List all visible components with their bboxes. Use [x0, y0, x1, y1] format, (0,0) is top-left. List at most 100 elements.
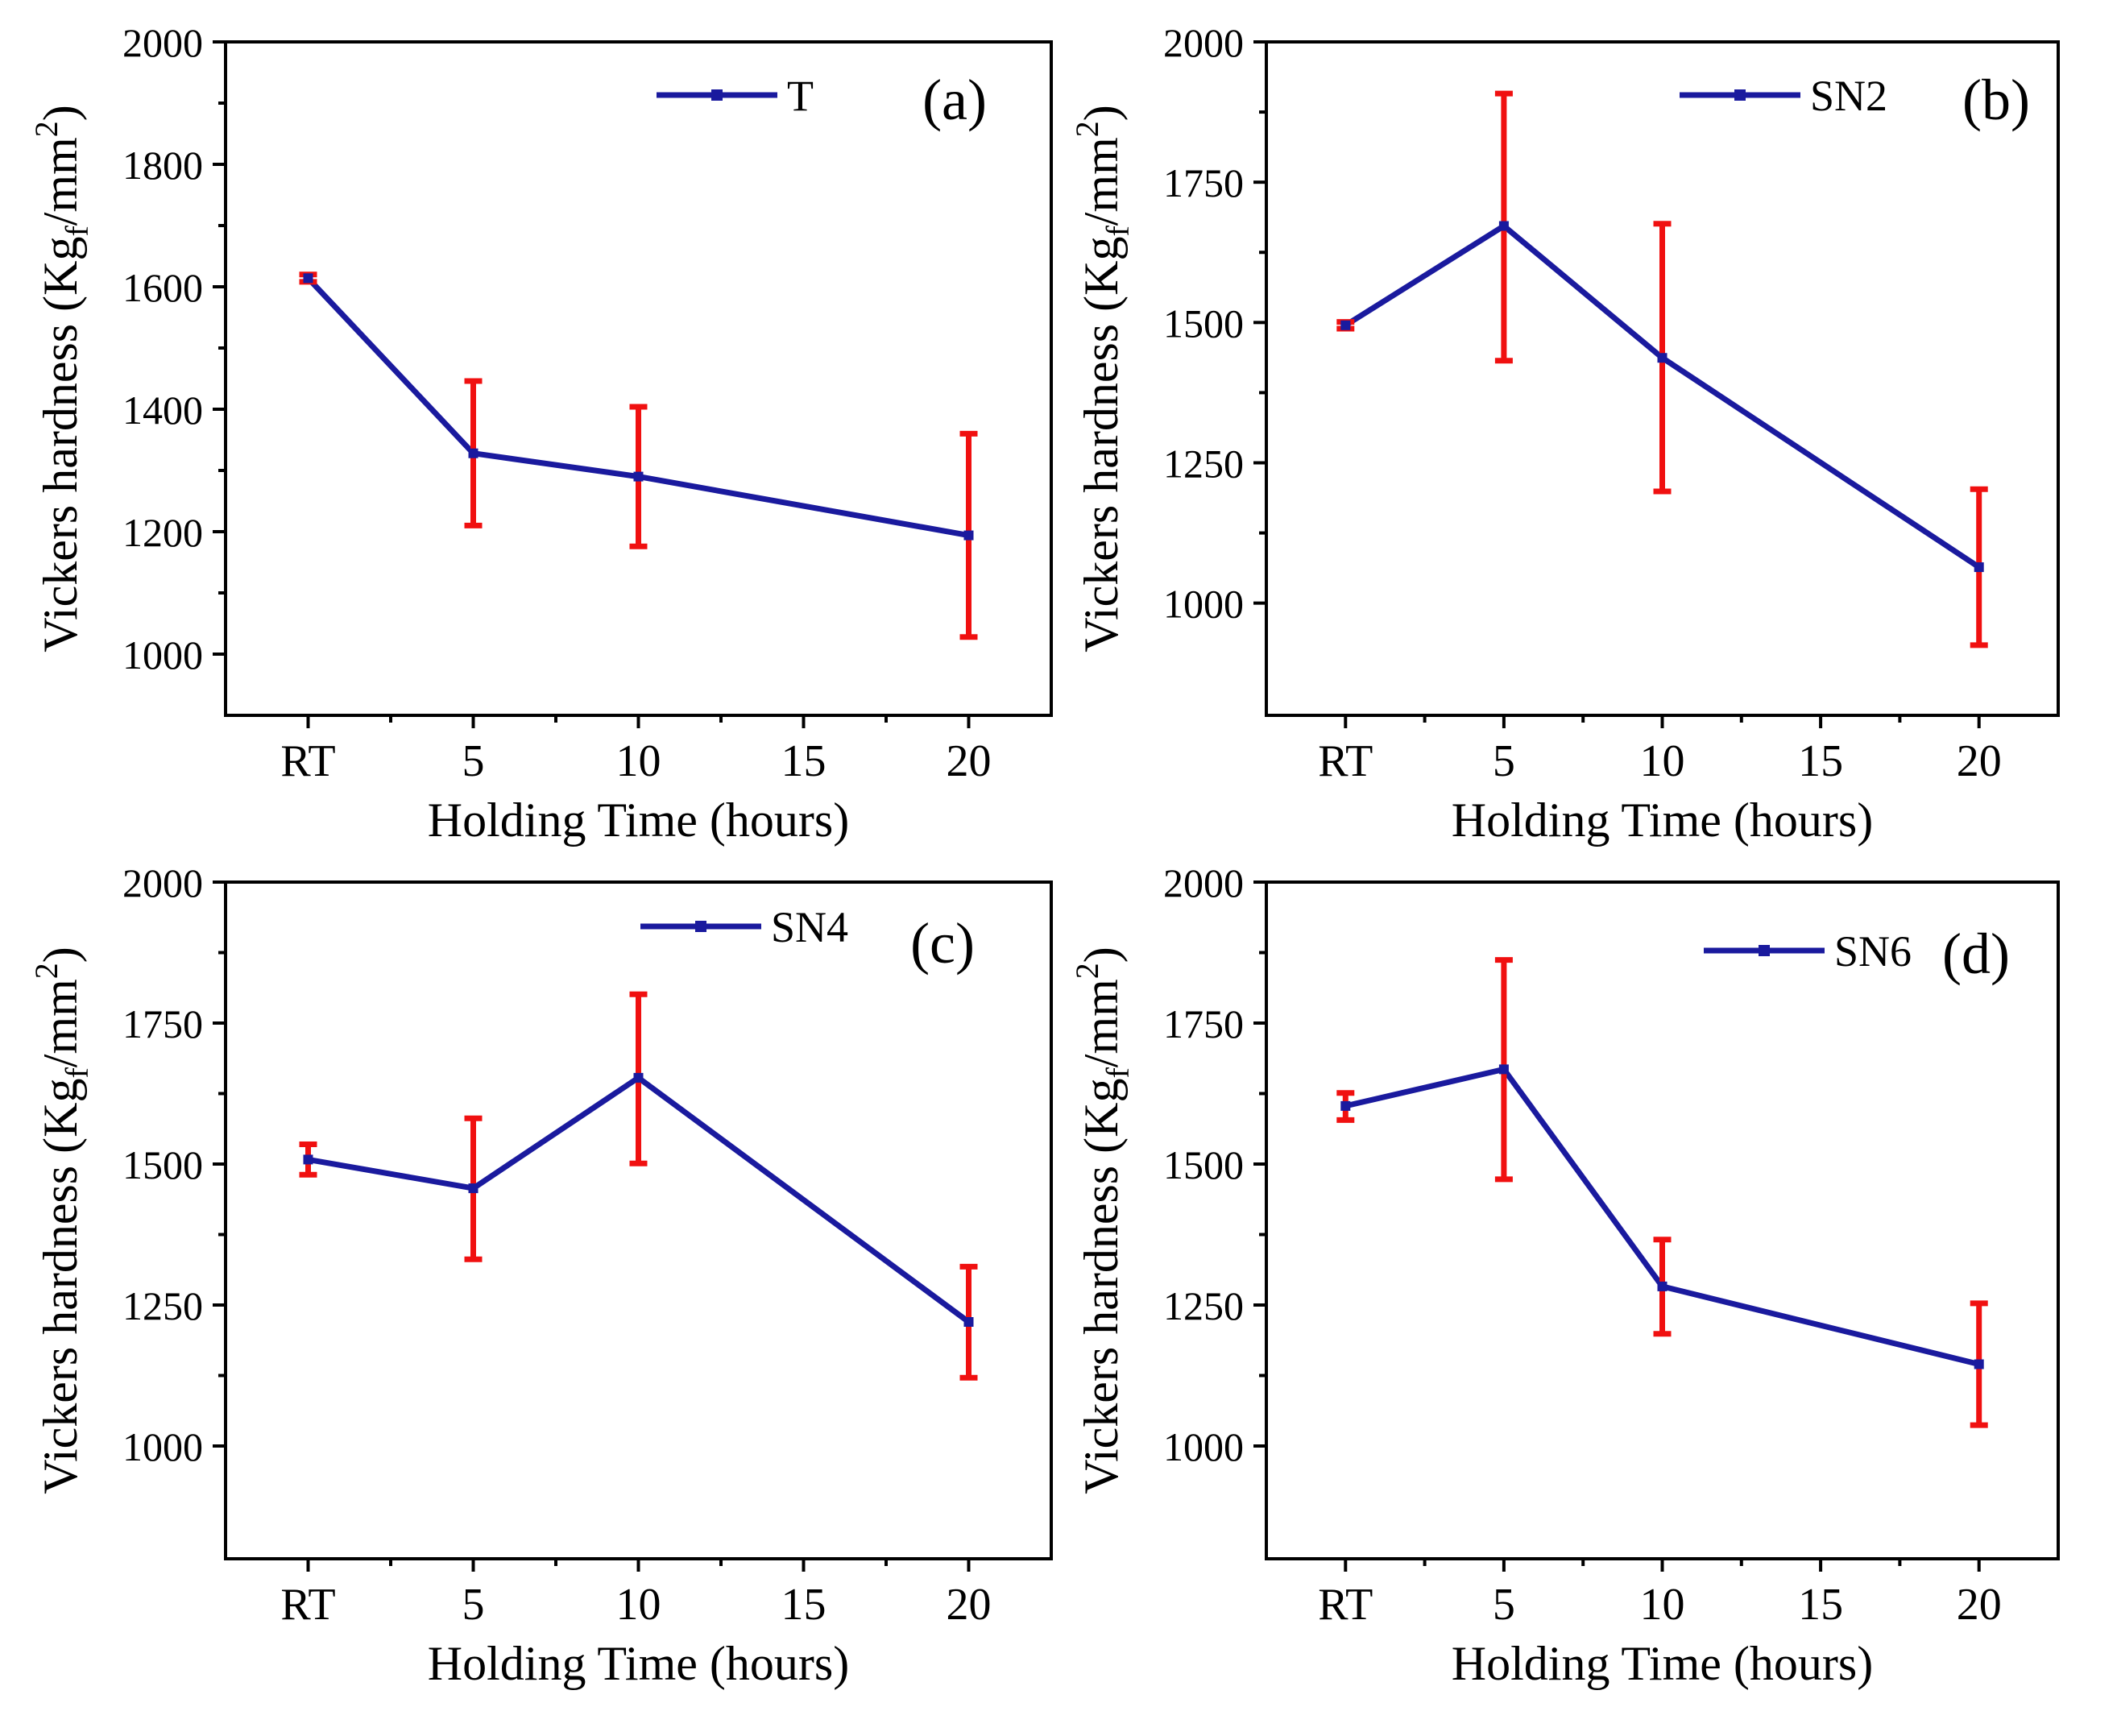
y-axis-title-unit: /mm: [34, 137, 87, 226]
legend: T: [657, 72, 814, 120]
y-tick-label: 1000: [122, 632, 203, 677]
y-axis-title-main: Vickers hardness (Kg: [34, 1079, 87, 1494]
legend: SN4: [640, 903, 848, 951]
y-axis-title-unit: /mm: [34, 979, 87, 1067]
x-tick-label: 10: [1640, 1580, 1685, 1630]
y-tick-label: 1750: [122, 1001, 203, 1046]
data-point: [1498, 1064, 1509, 1075]
y-tick-label: 1500: [1163, 300, 1244, 346]
legend-label: SN2: [1810, 72, 1887, 120]
y-tick-label: 1000: [1163, 1424, 1244, 1469]
y-axis-title-end: ): [1075, 947, 1128, 963]
y-tick-label: 1250: [1163, 1283, 1244, 1328]
legend: SN6: [1704, 927, 1912, 976]
y-axis-title-superscript: 2: [1069, 121, 1105, 137]
x-tick-label: 20: [1957, 1580, 2002, 1630]
x-tick-label: 20: [1957, 736, 2002, 786]
x-tick-label: 15: [781, 1580, 826, 1630]
x-tick-label: 5: [462, 1580, 485, 1630]
y-axis-title-main: Vickers hardness (Kg: [1075, 1079, 1128, 1494]
data-point: [1498, 221, 1509, 231]
plot-frame: [224, 880, 1053, 1560]
y-axis-title-unit: /mm: [1075, 979, 1128, 1067]
series-line: [305, 276, 970, 539]
panel-label: (d): [1942, 922, 2010, 986]
x-tick-label: 5: [462, 736, 485, 786]
x-tick-label: 10: [616, 736, 661, 786]
x-tick-label: RT: [1318, 736, 1373, 786]
y-axis-title: Vickers hardness (Kgf/mm2): [28, 105, 95, 653]
data-point: [963, 1317, 974, 1327]
panel-label: (c): [910, 911, 975, 976]
panel-label: (b): [1962, 68, 2030, 132]
data-point: [1657, 353, 1668, 363]
series-line: [307, 1075, 971, 1324]
x-tick-label: RT: [280, 736, 335, 786]
x-tick-label: 10: [1640, 736, 1685, 786]
x-tick-label: RT: [280, 1580, 335, 1630]
y-tick-label: 1800: [122, 143, 203, 188]
series-line: [1344, 1066, 1980, 1367]
x-axis-title: Holding Time (hours): [1452, 1637, 1873, 1690]
y-tick-label: 2000: [122, 20, 203, 65]
y-axis-title: Vickers hardness (Kgf/mm2): [28, 947, 95, 1494]
chart-panel-4: 1000 1250 1500 1750 2000 RT 5 10 15 20 Holding Tim…: [1069, 860, 2060, 1690]
series-line: [1344, 223, 1981, 570]
y-axis-title-subscript: f: [59, 226, 95, 237]
y-axis-title-main: Vickers hardness (Kg: [34, 237, 87, 653]
y-axis-title-subscript: f: [1100, 226, 1136, 237]
data-point: [1974, 562, 1984, 573]
chart-panel-1: 1000 1200 1400 1600 1800 2000 RT 5 10 15 20 Holding…: [28, 20, 1053, 847]
data-point: [1974, 1359, 1984, 1369]
y-axis-title-subscript: f: [1100, 1067, 1136, 1079]
x-tick-label: RT: [1318, 1580, 1373, 1630]
y-axis-title-end: ): [34, 947, 87, 963]
y-tick-label: 1000: [122, 1424, 203, 1469]
y-tick-label: 2000: [122, 860, 203, 905]
data-point: [633, 471, 644, 482]
y-tick-label: 1600: [122, 265, 203, 310]
x-tick-label: 10: [616, 1580, 661, 1630]
plot-frame: [1265, 880, 2060, 1560]
x-tick-label: 15: [1798, 1580, 1843, 1630]
data-point: [468, 1183, 478, 1194]
data-point: [1340, 320, 1351, 330]
x-tick-label: 15: [1798, 736, 1843, 786]
chart-panel-2: 1000 1250 1500 1750 2000 RT 5 10 15 20 Holding Tim…: [1069, 20, 2060, 847]
x-tick-label: 20: [947, 1580, 992, 1630]
y-axis-title-subscript: f: [59, 1067, 95, 1079]
y-axis-title-superscript: 2: [28, 963, 64, 979]
y-axis-title-superscript: 2: [28, 121, 64, 137]
legend-marker: [1759, 945, 1770, 956]
legend-marker: [695, 921, 706, 932]
y-axis-title: Vickers hardness (Kgf/mm2): [1069, 947, 1136, 1494]
x-tick-label: 5: [1493, 1580, 1515, 1630]
plot-frame: [224, 40, 1053, 717]
legend-marker: [711, 89, 723, 101]
x-tick-label: 15: [781, 736, 826, 786]
chart-panel-3: 1000 1250 1500 1750 2000 RT 5 10 15 20 Holding Tim…: [28, 860, 1053, 1690]
x-axis-title: Holding Time (hours): [428, 1637, 849, 1690]
legend-marker: [1734, 89, 1746, 101]
y-axis-title-unit: /mm: [1075, 137, 1128, 226]
x-axis-title: Holding Time (hours): [1452, 793, 1873, 847]
y-tick-label: 1750: [1163, 160, 1244, 205]
panel-label: (a): [922, 68, 987, 132]
data-point: [303, 1154, 313, 1165]
data-point: [963, 530, 974, 541]
y-tick-label: 1250: [122, 1283, 203, 1328]
legend: SN2: [1680, 72, 1887, 120]
y-tick-label: 2000: [1163, 860, 1244, 905]
y-tick-label: 1500: [1163, 1142, 1244, 1187]
legend-label: T: [787, 72, 814, 120]
x-tick-label: 5: [1493, 736, 1515, 786]
y-tick-label: 1000: [1163, 582, 1244, 627]
x-tick-label: 20: [947, 736, 992, 786]
data-point: [633, 1072, 644, 1083]
y-tick-label: 1500: [122, 1142, 203, 1187]
legend-label: SN4: [771, 903, 848, 951]
legend-label: SN6: [1834, 927, 1912, 976]
data-point: [1340, 1100, 1351, 1111]
y-axis-title-superscript: 2: [1069, 963, 1105, 979]
data-point: [468, 448, 478, 458]
